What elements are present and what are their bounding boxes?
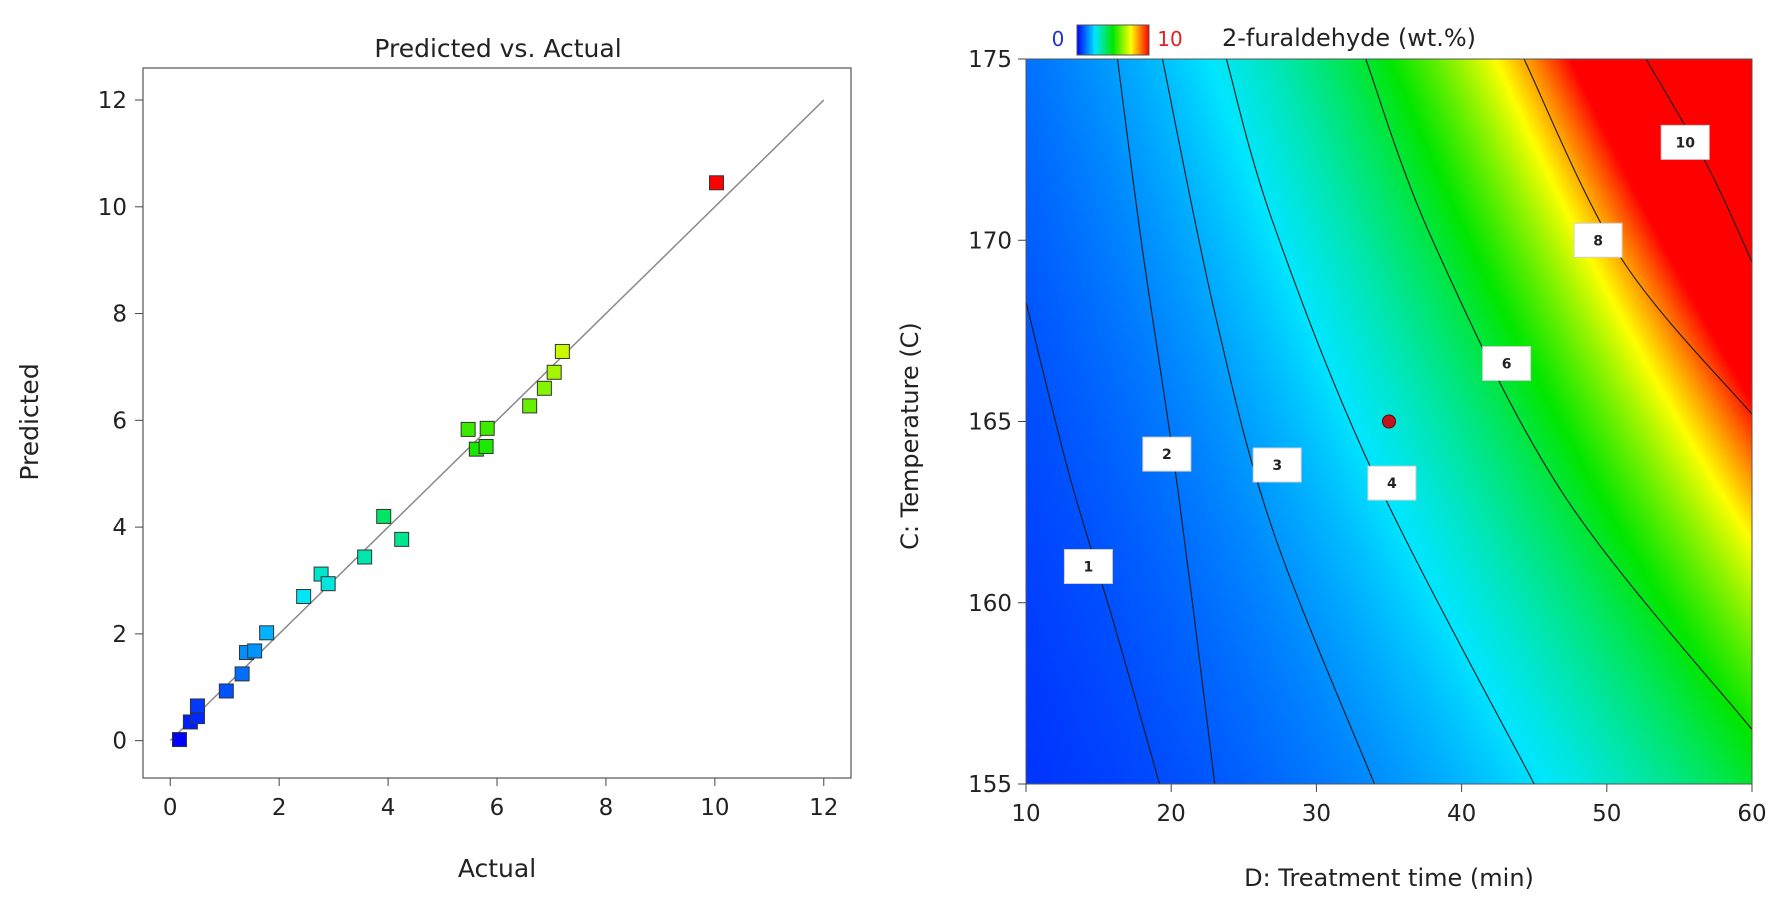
- right-y-axis-label: C: Temperature (C): [896, 322, 924, 550]
- data-point: [460, 421, 476, 437]
- left-x-tick-label: 4: [381, 795, 396, 821]
- right-x-tick-label: 60: [1737, 801, 1766, 827]
- contour-tag-8: 8: [1573, 222, 1623, 258]
- right-x-axis: 10 20 30 40 50 60: [1011, 784, 1767, 827]
- left-x-tick-label: 0: [163, 795, 178, 821]
- data-point: [394, 531, 410, 547]
- contour-tag-text: 8: [1593, 233, 1603, 249]
- left-y-axis-label: Predicted: [15, 363, 44, 480]
- legend-gradient-bar: [1076, 24, 1150, 56]
- left-x-tick-label: 12: [809, 795, 838, 821]
- contour-tag-text: 10: [1675, 135, 1695, 151]
- left-y-tick-label: 12: [98, 88, 127, 114]
- data-point: [554, 343, 570, 359]
- right-x-axis-label: D: Treatment time (min): [1244, 864, 1534, 892]
- legend-max-label: 10: [1157, 27, 1182, 51]
- design-point-marker: [1382, 414, 1396, 429]
- right-y-tick-label: 175: [968, 47, 1012, 73]
- data-point: [189, 698, 205, 714]
- reference-line: [169, 99, 825, 742]
- legend-min-label: 0: [1052, 27, 1065, 51]
- contour-chart: 1 2 3 4 6 8 10 10 20 30 40 50 60 155 160 165 170 175 0 …: [896, 24, 1767, 892]
- contour-tag-text: 4: [1387, 476, 1397, 492]
- left-y-tick-label: 4: [112, 515, 127, 541]
- left-y-tick-label: 6: [112, 408, 127, 434]
- data-point: [479, 420, 495, 436]
- right-x-tick-label: 40: [1447, 801, 1476, 827]
- data-point: [296, 588, 312, 604]
- data-point: [171, 732, 187, 748]
- contour-tag-4: 4: [1367, 465, 1417, 501]
- data-point: [376, 508, 392, 524]
- data-point: [247, 643, 263, 659]
- right-x-tick-label: 20: [1157, 801, 1186, 827]
- right-y-tick-label: 170: [968, 228, 1012, 254]
- right-y-tick-label: 155: [968, 772, 1012, 798]
- left-x-tick-label: 2: [272, 795, 287, 821]
- left-chart-title: Predicted vs. Actual: [374, 34, 621, 63]
- contour-line-8: [1523, 59, 1752, 415]
- right-x-tick-label: 30: [1302, 801, 1331, 827]
- contour-tag-text: 2: [1162, 447, 1172, 463]
- left-x-axis: 0 2 4 6 8 10 12: [163, 778, 838, 821]
- contour-tag-10: 10: [1660, 124, 1710, 160]
- left-y-tick-label: 2: [112, 622, 127, 648]
- left-y-tick-label: 0: [112, 729, 127, 755]
- data-point: [478, 438, 494, 454]
- contour-tag-text: 3: [1272, 458, 1282, 474]
- left-x-tick-label: 10: [700, 795, 729, 821]
- left-y-axis: 0 2 4 6 8 10 12: [98, 88, 143, 755]
- contour-line-3: [1161, 59, 1375, 784]
- right-y-tick-label: 165: [968, 410, 1012, 436]
- left-data-points: [171, 175, 724, 748]
- left-y-tick-label: 10: [98, 195, 127, 221]
- color-legend: 0 10: [1052, 24, 1183, 56]
- right-y-axis: 155 160 165 170 175: [968, 47, 1026, 798]
- data-point: [259, 625, 275, 641]
- data-point: [536, 380, 552, 396]
- contour-tag-1: 1: [1063, 549, 1113, 584]
- right-x-tick-label: 50: [1592, 801, 1621, 827]
- data-point: [357, 549, 373, 565]
- data-point: [234, 666, 250, 682]
- data-point: [218, 683, 234, 699]
- data-point: [320, 576, 336, 592]
- right-chart-title: 2-furaldehyde (wt.%): [1222, 24, 1476, 52]
- contour-line-2: [1116, 59, 1216, 784]
- data-point: [708, 175, 724, 191]
- contour-tag-text: 6: [1502, 357, 1512, 373]
- contour-tag-6: 6: [1482, 346, 1532, 381]
- left-x-tick-label: 8: [599, 795, 614, 821]
- left-x-tick-label: 6: [490, 795, 505, 821]
- right-x-tick-label: 10: [1011, 801, 1040, 827]
- contour-tag-2: 2: [1142, 436, 1192, 472]
- data-point: [546, 364, 562, 380]
- contour-tag-text: 1: [1084, 560, 1094, 576]
- contour-line-6: [1365, 59, 1752, 730]
- contour-tag-3: 3: [1252, 447, 1302, 483]
- contour-line-4: [1225, 59, 1535, 784]
- left-x-axis-label: Actual: [458, 854, 536, 883]
- contour-labels: 1 2 3 4 6 8 10: [1063, 124, 1710, 584]
- predicted-vs-actual-chart: Predicted vs. Actual 0 2 4 6 8 10 12 0 2 4 6 8 10 12…: [15, 34, 852, 883]
- contour-line-10: [1645, 59, 1752, 263]
- data-point: [522, 398, 538, 414]
- right-y-tick-label: 160: [968, 591, 1012, 617]
- left-y-tick-label: 8: [112, 302, 127, 328]
- left-plot-frame: [142, 67, 852, 779]
